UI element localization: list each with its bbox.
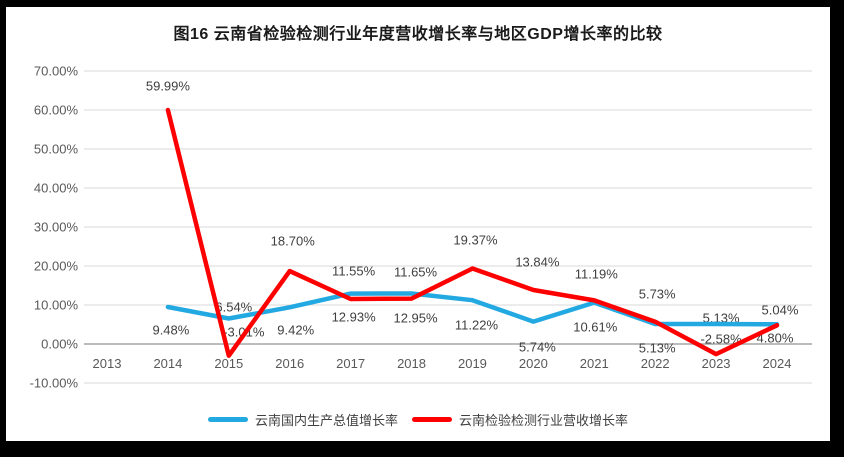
yunnan-inspection-revenue-growth-data-label: 59.99% — [145, 78, 190, 94]
yunnan-inspection-revenue-growth-data-label: 19.37% — [453, 232, 498, 248]
yunnan-gdp-growth-data-label: 5.13% — [638, 340, 676, 356]
yunnan-gdp-growth-data-label: 9.42% — [277, 322, 315, 338]
yunnan-gdp-growth-data-label: 10.61% — [573, 319, 618, 335]
yunnan-gdp-growth-data-label: 12.95% — [393, 310, 438, 326]
y-axis-tick-label: -10.00% — [29, 375, 78, 391]
legend: 云南国内生产总值增长率 云南检验检测行业营收增长率 — [6, 410, 830, 429]
y-axis-tick-label: 30.00% — [33, 219, 78, 235]
x-axis-tick-label: 2021 — [579, 356, 609, 371]
yunnan-inspection-revenue-growth-data-label: 13.84% — [515, 254, 560, 270]
yunnan-inspection-revenue-growth-legend-swatch — [412, 417, 452, 422]
x-axis-tick-label: 2016 — [275, 356, 305, 371]
x-axis-tick-label: 2023 — [701, 356, 731, 371]
yunnan-gdp-growth-data-label: 5.74% — [518, 339, 556, 355]
yunnan-inspection-revenue-growth-data-label: -3.01% — [223, 324, 265, 340]
x-axis-tick-label: 2014 — [153, 356, 183, 371]
yunnan-inspection-revenue-growth-data-label: 18.70% — [270, 233, 315, 249]
y-axis-tick-label: 50.00% — [33, 141, 78, 157]
y-axis-tick-label: 40.00% — [33, 180, 78, 196]
yunnan-gdp-growth-data-label: 5.13% — [702, 310, 740, 326]
legend-label: 云南国内生产总值增长率 — [254, 413, 398, 428]
yunnan-inspection-revenue-growth-data-label: 4.80% — [756, 330, 794, 346]
y-axis-tick-label: 60.00% — [33, 102, 78, 118]
yunnan-inspection-revenue-growth-data-label: 11.55% — [332, 263, 376, 279]
x-axis-tick-label: 2022 — [640, 356, 670, 371]
y-axis-tick-label: 10.00% — [33, 297, 78, 313]
x-axis-tick-label: 2013 — [92, 356, 122, 371]
yunnan-inspection-revenue-growth-data-label: 11.65% — [393, 264, 438, 280]
x-axis-tick-label: 2015 — [214, 356, 244, 371]
yunnan-gdp-growth-data-label: 12.93% — [331, 309, 376, 325]
yunnan-gdp-growth-data-label: 11.22% — [454, 317, 499, 333]
yunnan-inspection-revenue-growth-data-label: -2.58% — [700, 331, 742, 347]
yunnan-gdp-growth-data-label: 9.48% — [152, 322, 190, 338]
yunnan-gdp-growth-legend-swatch — [207, 417, 248, 422]
x-axis-tick-label: 2019 — [457, 356, 487, 371]
legend-item-yunnan-gdp-growth: 云南国内生产总值增长率 — [207, 410, 398, 429]
gridlines-layer — [84, 70, 812, 384]
legend-label: 云南检验检测行业营收增长率 — [459, 413, 629, 428]
yunnan-inspection-revenue-growth-data-label: 11.19% — [574, 266, 618, 282]
y-axis-tick-label: 0.00% — [41, 336, 78, 352]
yunnan-gdp-growth-data-label: 6.54% — [215, 299, 253, 315]
chart-title: 图16 云南省检验检测行业年度营收增长率与地区GDP增长率的比较 — [173, 26, 663, 43]
legend-item-yunnan-inspection-revenue-growth: 云南检验检测行业营收增长率 — [412, 410, 628, 429]
chart-page: 图16 云南省检验检测行业年度营收增长率与地区GDP增长率的比较 70.00% 6… — [6, 7, 830, 441]
x-axis-tick-label: 2018 — [397, 356, 426, 371]
y-axis-tick-label: 70.00% — [33, 63, 78, 79]
yunnan-gdp-growth-data-label: 5.04% — [761, 302, 799, 318]
x-axis-tick-label: 2017 — [336, 356, 366, 371]
series-lines-layer — [165, 107, 780, 358]
x-axis-tick-label: 2024 — [762, 356, 792, 371]
yunnan-inspection-revenue-growth-data-label: 5.73% — [638, 286, 676, 302]
x-axis-tick-label: 2020 — [518, 356, 548, 371]
y-axis-tick-label: 20.00% — [33, 258, 78, 274]
